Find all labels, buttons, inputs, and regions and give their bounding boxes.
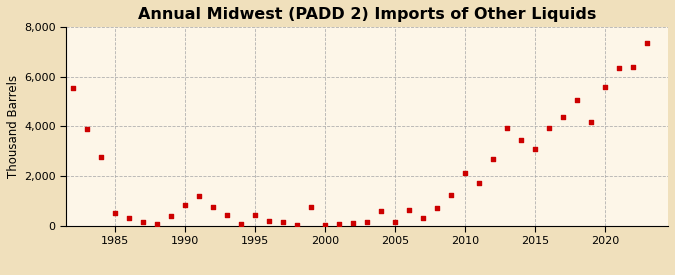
- Point: [348, 221, 358, 225]
- Point: [180, 202, 190, 207]
- Point: [543, 126, 554, 130]
- Point: [82, 127, 92, 131]
- Point: [446, 192, 456, 197]
- Point: [487, 156, 498, 161]
- Point: [236, 221, 246, 226]
- Point: [110, 211, 121, 216]
- Point: [642, 41, 653, 46]
- Point: [54, 74, 65, 79]
- Point: [404, 207, 414, 212]
- Point: [292, 222, 302, 227]
- Point: [306, 205, 317, 210]
- Point: [166, 213, 177, 218]
- Point: [376, 209, 387, 213]
- Point: [418, 216, 429, 220]
- Title: Annual Midwest (PADD 2) Imports of Other Liquids: Annual Midwest (PADD 2) Imports of Other…: [138, 7, 596, 22]
- Point: [474, 180, 485, 185]
- Point: [250, 213, 261, 217]
- Point: [333, 222, 344, 226]
- Point: [96, 155, 107, 159]
- Point: [152, 222, 163, 226]
- Point: [124, 216, 134, 220]
- Point: [138, 220, 148, 224]
- Point: [572, 98, 583, 103]
- Point: [599, 85, 610, 89]
- Point: [614, 66, 624, 70]
- Point: [68, 86, 78, 91]
- Point: [432, 205, 443, 210]
- Point: [320, 222, 331, 227]
- Point: [502, 126, 512, 131]
- Y-axis label: Thousand Barrels: Thousand Barrels: [7, 75, 20, 178]
- Point: [208, 205, 219, 209]
- Point: [558, 114, 568, 119]
- Point: [530, 147, 541, 151]
- Point: [516, 137, 526, 142]
- Point: [460, 171, 470, 175]
- Point: [362, 219, 373, 224]
- Point: [264, 218, 275, 223]
- Point: [586, 120, 597, 124]
- Point: [628, 64, 639, 69]
- Point: [221, 212, 232, 217]
- Point: [389, 219, 400, 224]
- Point: [194, 194, 205, 198]
- Point: [277, 220, 288, 224]
